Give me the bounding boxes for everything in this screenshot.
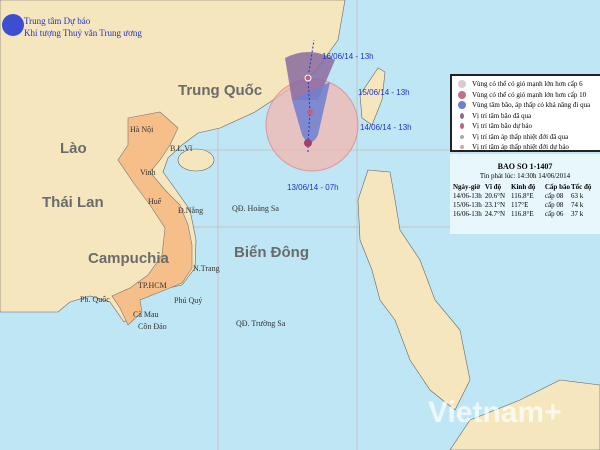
city-hcm: TP.HCM (138, 281, 167, 290)
cell: 74 k (570, 201, 584, 209)
city-hoangsa: QĐ. Hoàng Sa (232, 204, 279, 213)
city-hanoi: Hà Nội (130, 125, 154, 134)
header-cell: Cấp bão (544, 183, 570, 191)
map-legend: Vùng có thể có gió mạnh lớn hơn cấp 6 Vù… (450, 74, 600, 152)
cell: 37 k (570, 210, 584, 218)
header-cell: Tốc độ (570, 183, 592, 191)
legend-item: Vùng có thể có gió mạnh lớn hơn cấp 10 (458, 90, 600, 101)
cell: 63 k (570, 192, 584, 200)
cell: 23.1°N (484, 201, 506, 209)
bulletin-issued: Tin phát lúc: 14:30h 14/06/2014 (479, 172, 571, 180)
label-bien-dong: Biển Đông (234, 244, 309, 261)
cell: 24.7°N (484, 210, 506, 218)
label-thailand: Thái Lan (42, 194, 104, 211)
legend-item: Vị trí tâm áp thấp nhiệt đới dự báo (458, 142, 600, 153)
legend-swatch (460, 112, 464, 119)
bulletin-table: BAO SO 1-1407 Tin phát lúc: 14:30h 14/06… (450, 154, 600, 234)
label-china: Trung Quốc (178, 82, 263, 99)
legend-swatch (458, 80, 466, 89)
storm-position-past (304, 139, 312, 147)
track-label: 14/06/14 - 13h (360, 123, 412, 132)
city-bachlongvi: B.L.Vĩ (170, 144, 193, 153)
cell: 15/06-13h (453, 201, 482, 209)
hainan-island (177, 148, 215, 172)
legend-item: Vị trí tâm áp thấp nhiệt đới đã qua (458, 132, 600, 143)
city-phuquoc: Ph. Quốc (80, 295, 110, 304)
table-row: 15/06-13h 23.1°N 117°E cấp 08 74 k (453, 201, 600, 210)
legend-item: Vùng tâm bão, áp thấp có khả năng đi qua (458, 100, 600, 111)
city-nhatrang: N.Trang (193, 264, 220, 273)
legend-swatch (460, 134, 464, 139)
header-cell: Ngày-giờ (453, 183, 481, 191)
legend-text: Vùng có thể có gió mạnh lớn hơn cấp 6 (472, 80, 583, 89)
cell: 16/06-13h (453, 210, 482, 218)
legend-text: Vùng tâm bão, áp thấp có khả năng đi qua (472, 101, 591, 110)
agency-logo (2, 14, 24, 36)
track-label: 15/06/14 - 13h (358, 88, 410, 97)
legend-swatch (458, 101, 466, 110)
city-camau: Cà Mau (133, 310, 159, 319)
legend-swatch (458, 90, 466, 99)
cell: 116.8°E (511, 210, 534, 218)
storm-position-forecast (304, 74, 312, 82)
header-cell: Vĩ độ (484, 183, 502, 191)
bulletin-title: BAO SO 1-1407 (497, 162, 553, 171)
philippines (357, 169, 471, 411)
label-laos: Lào (60, 140, 87, 157)
cell: cấp 06 (544, 210, 564, 218)
legend-item: Vị trí tâm bão dự báo (458, 121, 600, 132)
cell: cấp 08 (544, 192, 564, 200)
table-row: 14/06-13h 20.6°N 116.8°E cấp 08 63 k (453, 192, 600, 201)
legend-text: Vị trí tâm áp thấp nhiệt đới đã qua (472, 132, 569, 141)
vietnam (111, 111, 193, 326)
legend-swatch (460, 123, 464, 130)
table-row: 16/06-13h 24.7°N 116.8°E cấp 06 37 k (453, 210, 600, 219)
legend-text: Vị trí tâm bão dự báo (472, 122, 532, 131)
cell: 116.8°E (511, 192, 534, 200)
legend-item: Vị trí tâm bão đã qua (458, 111, 600, 122)
label-cambodia: Campuchia (88, 250, 169, 267)
legend-text: Vị trí tâm bão đã qua (472, 111, 532, 120)
track-label: 13/06/14 - 07h (287, 183, 339, 192)
legend-swatch (460, 145, 464, 150)
vietnamplus-watermark: Vietnam+ (428, 396, 562, 429)
agency-subname: Khí tượng Thuỷ văn Trung ương (24, 28, 142, 38)
table-header: Ngày-giờ Vĩ độ Kinh độ Cấp bão Tốc độ (453, 183, 600, 192)
taiwan (359, 67, 386, 126)
city-danang: Đ.Nẵng (178, 206, 204, 215)
city-condao: Côn Đảo (138, 322, 167, 331)
city-phuquy: Phú Quý (174, 296, 203, 305)
legend-text: Vị trí tâm áp thấp nhiệt đới dự báo (472, 143, 569, 152)
cell: 20.6°N (484, 192, 506, 200)
city-vinh: Vinh (140, 168, 156, 177)
legend-item: Vùng có thể có gió mạnh lớn hơn cấp 6 (458, 79, 600, 90)
cell: 14/06-13h (453, 192, 482, 200)
header-cell: Kinh độ (511, 183, 536, 191)
agency-name: Trung tâm Dự báo (24, 16, 91, 26)
city-truongsa: QĐ. Trường Sa (236, 319, 286, 328)
storm-position-forecast (307, 109, 313, 115)
city-hue: Huế (148, 197, 162, 206)
cell: cấp 08 (544, 201, 564, 209)
legend-text: Vùng có thể có gió mạnh lớn hơn cấp 10 (472, 90, 587, 99)
borneo (449, 379, 600, 450)
track-label: 16/06/14 - 13h (322, 52, 374, 61)
cell: 117°E (511, 201, 529, 209)
